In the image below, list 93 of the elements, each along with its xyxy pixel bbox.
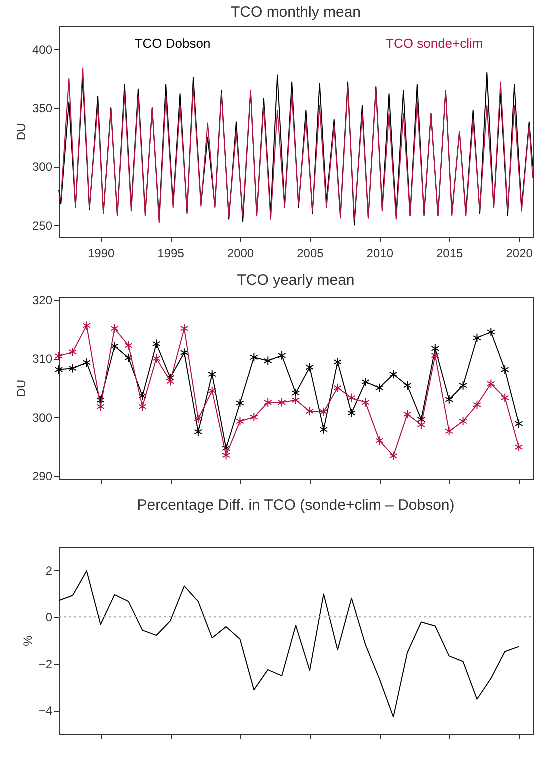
point — [82, 358, 92, 368]
point — [82, 321, 92, 330]
point — [431, 344, 440, 354]
point — [362, 377, 370, 387]
y-tick-label: 320 — [32, 293, 53, 308]
point — [362, 398, 370, 408]
point — [500, 365, 510, 374]
point — [278, 398, 286, 408]
text: TCO Dobson — [134, 36, 211, 51]
point — [250, 352, 258, 362]
x-tick-label: 2020 — [506, 246, 534, 260]
line-series — [58, 570, 520, 718]
chart-title: TCO monthly mean — [230, 4, 362, 21]
point — [473, 400, 482, 410]
point — [320, 407, 328, 417]
y-tick-label: −4 — [38, 704, 53, 718]
chart-title: TCO yearly mean — [237, 272, 355, 289]
y-axis-title: % — [20, 635, 35, 646]
point — [403, 380, 412, 390]
point — [264, 398, 272, 408]
x-tick-label: 2005 — [297, 246, 324, 260]
point — [306, 406, 314, 416]
x-tick-label: 2000 — [227, 246, 254, 260]
point — [138, 392, 147, 401]
point — [459, 380, 468, 390]
point — [236, 416, 244, 426]
point — [389, 370, 398, 380]
y-tick-label: 250 — [32, 218, 53, 233]
point — [487, 328, 496, 337]
point — [152, 339, 161, 349]
point — [208, 370, 216, 380]
point — [54, 352, 64, 361]
y-tick-label: 310 — [32, 352, 53, 366]
point — [292, 396, 300, 406]
point — [180, 348, 189, 358]
point — [500, 393, 510, 403]
point — [250, 412, 258, 422]
point — [417, 420, 426, 430]
point — [487, 379, 496, 389]
point — [459, 416, 468, 426]
y-tick-label: 300 — [32, 410, 53, 425]
x-tick-label: 2015 — [436, 246, 464, 260]
point — [320, 425, 328, 434]
x-tick-label: 1990 — [88, 246, 115, 260]
y-tick-label: 2 — [46, 564, 53, 578]
point — [514, 419, 524, 428]
point — [124, 341, 133, 350]
point — [124, 353, 133, 363]
y-tick-label: 290 — [32, 470, 53, 484]
x-tick-label: 2010 — [366, 246, 394, 260]
point — [180, 324, 189, 334]
point — [473, 333, 482, 343]
y-tick-label: 300 — [32, 160, 53, 174]
point — [152, 354, 161, 364]
point — [194, 414, 203, 424]
point — [334, 383, 342, 393]
point — [68, 348, 78, 357]
y-tick-label: 400 — [32, 42, 53, 57]
point — [445, 395, 454, 404]
point — [138, 402, 147, 412]
y-tick-label: 350 — [32, 102, 53, 116]
point — [514, 442, 524, 452]
point — [222, 444, 230, 454]
point — [306, 362, 314, 372]
point — [431, 351, 440, 360]
point — [222, 450, 230, 460]
point — [194, 427, 203, 437]
x-tick-label: 1995 — [158, 246, 185, 260]
y-tick-label: 0 — [46, 610, 53, 625]
point — [334, 357, 342, 367]
y-axis-title: DU — [14, 380, 28, 398]
point — [54, 365, 64, 374]
point — [278, 351, 286, 360]
y-tick-label: −2 — [38, 657, 53, 672]
point — [264, 356, 272, 366]
point — [110, 324, 119, 334]
y-axis-title: DU — [14, 123, 28, 141]
point — [389, 451, 398, 461]
point — [376, 436, 384, 446]
point — [348, 408, 356, 418]
text: TCO sonde+clim — [386, 36, 484, 51]
point — [68, 364, 78, 374]
point — [348, 393, 356, 403]
point — [166, 376, 175, 386]
point — [96, 402, 105, 412]
point — [417, 415, 426, 424]
point — [376, 383, 384, 393]
point — [110, 342, 119, 351]
point — [445, 426, 454, 436]
point — [208, 386, 216, 396]
point — [403, 410, 412, 420]
chart-title: Percentage Diff. in TCO (sonde+clim – Dobson) — [137, 497, 455, 514]
point — [236, 398, 244, 408]
